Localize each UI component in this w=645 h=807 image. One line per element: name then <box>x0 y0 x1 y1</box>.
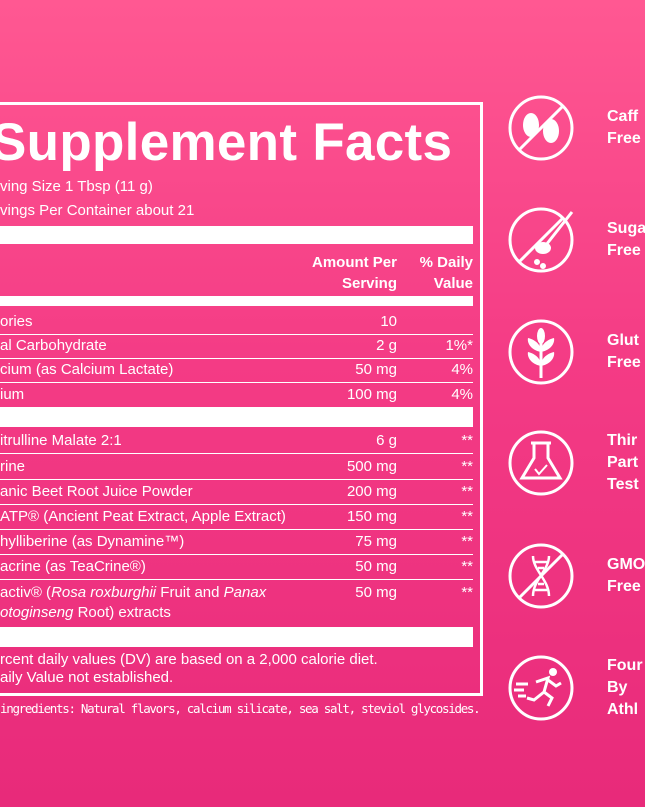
row-dv: ** <box>461 458 473 475</box>
badge-line: Four <box>607 657 643 674</box>
name-segment: Root) extracts <box>73 604 171 621</box>
footnote: rcent daily values (DV) are based on a 2… <box>0 651 378 668</box>
row-amount: 50 mg <box>355 361 397 378</box>
badge-line: Free <box>607 354 641 371</box>
row-amount: 200 mg <box>346 483 397 500</box>
badge-line: Free <box>607 578 641 595</box>
row-amount: 75 mg <box>355 533 397 550</box>
row-dv: 1%* <box>445 337 473 354</box>
row-name: rine <box>0 458 26 475</box>
badge-label: Suga Free <box>607 218 645 262</box>
footnote: aily Value not established. <box>0 669 174 686</box>
row-amount: 500 mg <box>346 458 397 475</box>
row-dv: ** <box>461 584 473 601</box>
badge-label: Caff Free <box>607 106 641 150</box>
name-segment: Panax <box>223 584 267 601</box>
thick-bar <box>0 627 473 647</box>
label-title: Supplement Facts <box>0 113 453 172</box>
row-amount: 2 g <box>376 337 397 354</box>
row-amount: 150 mg <box>346 508 397 525</box>
row-amount: 6 g <box>376 432 397 449</box>
amount-header: Amount Per Serving <box>312 252 397 294</box>
header-line: Serving <box>341 275 397 292</box>
row-dv: ** <box>461 508 473 525</box>
row-divider <box>0 479 473 480</box>
name-segment: otoginseng <box>0 604 74 621</box>
name-segment: Fruit and <box>156 584 224 601</box>
name-segment: Rosa roxburghii <box>51 584 157 601</box>
name-segment: activ® ( <box>0 584 52 601</box>
row-divider <box>0 358 473 359</box>
badge-line: By <box>607 679 628 696</box>
icon-gluten <box>508 319 574 385</box>
row-amount: 10 <box>380 313 397 330</box>
row-amount: 50 mg <box>355 558 397 575</box>
header-line: % Daily <box>419 254 473 271</box>
row-dv: ** <box>461 483 473 500</box>
icon-athlete <box>508 655 574 721</box>
row-name: hylliberine (as Dynamine™) <box>0 533 185 550</box>
dv-header: % Daily Value <box>420 252 473 294</box>
label-border <box>0 102 483 696</box>
icon-sugar <box>508 207 574 273</box>
serving-size: ving Size 1 Tbsp (11 g) <box>0 178 153 195</box>
badge-line: Free <box>607 242 641 259</box>
header-line: Value <box>433 275 473 292</box>
badge-label: Glut Free <box>607 330 641 374</box>
row-dv: 4% <box>451 386 473 403</box>
row-name: anic Beet Root Juice Powder <box>0 483 193 500</box>
badge-label: Thir Part Test <box>607 430 639 496</box>
badge-line: GMO <box>607 556 645 573</box>
row-name: ATP® (Ancient Peat Extract, Apple Extrac… <box>0 508 286 525</box>
row-divider <box>0 453 473 454</box>
badge-line: Caff <box>607 108 639 125</box>
row-amount: 100 mg <box>346 386 397 403</box>
row-name: acrine (as TeaCrine®) <box>0 558 146 575</box>
badge-line: Glut <box>607 332 639 349</box>
badge-line: Athl <box>607 701 639 718</box>
row-divider <box>0 504 473 505</box>
row-name: otoginseng Root) extracts <box>0 604 171 621</box>
thick-bar <box>0 226 473 244</box>
row-divider <box>0 579 473 580</box>
badge-line: Free <box>607 130 641 147</box>
row-name: al Carbohydrate <box>0 337 107 354</box>
badge-line: Suga <box>607 220 645 237</box>
row-divider <box>0 529 473 530</box>
row-divider <box>0 382 473 383</box>
row-name: ium <box>0 386 25 403</box>
row-name: cium (as Calcium Lactate) <box>0 361 174 378</box>
row-dv: ** <box>461 432 473 449</box>
row-dv: 4% <box>451 361 473 378</box>
servings: vings Per Container about 21 <box>0 202 195 219</box>
icon-caffeine <box>508 95 574 161</box>
badge-label: GMO Free <box>607 554 645 598</box>
thick-bar <box>0 296 473 306</box>
icon-gmo <box>508 543 574 609</box>
badge-line: Test <box>607 476 639 493</box>
row-amount: 50 mg <box>355 584 397 601</box>
badge-line: Part <box>607 454 639 471</box>
row-divider <box>0 334 473 335</box>
row-name: ories <box>0 313 33 330</box>
icon-tested <box>508 430 574 496</box>
row-dv: ** <box>461 558 473 575</box>
row-divider <box>0 554 473 555</box>
row-name: itrulline Malate 2:1 <box>0 432 122 449</box>
other-ingredients: ingredients: Natural flavors, calcium si… <box>0 701 481 716</box>
badge-line: Thir <box>607 432 638 449</box>
row-dv: ** <box>461 533 473 550</box>
header-line: Amount Per <box>311 254 397 271</box>
badge-label: Four By Athl <box>607 655 643 721</box>
thick-bar <box>0 407 473 427</box>
row-name: activ® (Rosa roxburghii Fruit and Panax <box>0 584 266 601</box>
